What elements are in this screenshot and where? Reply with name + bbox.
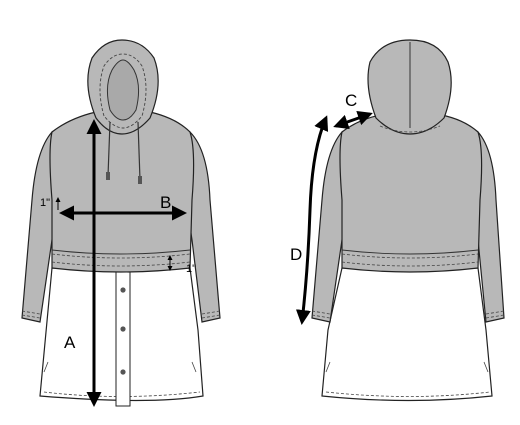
back-view: C D	[290, 39, 505, 402]
label-b: B	[160, 193, 171, 212]
front-view: A B 1" 1"	[21, 39, 221, 407]
drawstring-right	[137, 121, 141, 181]
drawstring-left	[107, 121, 111, 177]
label-side-hem: 1"	[40, 197, 50, 209]
back-skirt	[321, 267, 493, 402]
arrow-d	[295, 115, 329, 325]
button-3	[120, 369, 126, 375]
label-c: C	[345, 91, 357, 110]
front-body	[49, 111, 195, 273]
button-1	[120, 287, 126, 293]
back-body	[339, 113, 483, 273]
button-2	[120, 326, 126, 332]
arrow-c	[333, 110, 373, 130]
label-d: D	[290, 245, 302, 264]
label-a: A	[64, 333, 76, 352]
label-bottom-hem: 1"	[186, 263, 196, 275]
